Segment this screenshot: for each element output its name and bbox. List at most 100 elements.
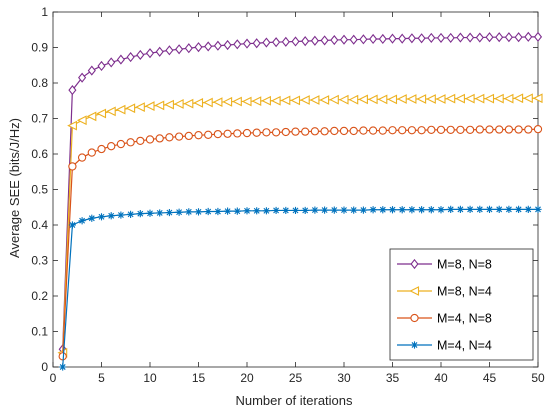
data-point — [339, 126, 349, 136]
data-point — [87, 148, 96, 157]
data-point — [242, 38, 252, 49]
data-point — [534, 205, 542, 213]
data-point — [146, 209, 154, 217]
data-point — [224, 207, 232, 215]
data-point — [387, 94, 398, 105]
data-point — [407, 33, 416, 44]
data-point — [243, 207, 251, 215]
y-tick-label: 0.8 — [31, 76, 48, 90]
data-point — [379, 206, 387, 214]
data-point — [359, 34, 368, 45]
data-point — [301, 36, 310, 47]
data-point — [136, 210, 144, 218]
x-tick-label: 20 — [240, 371, 254, 385]
y-tick-label: 0.9 — [31, 41, 48, 55]
data-point — [233, 39, 242, 50]
data-point — [349, 126, 358, 136]
data-point — [524, 125, 533, 134]
data-point — [466, 32, 475, 43]
data-point — [299, 95, 310, 105]
data-point — [301, 127, 310, 136]
data-point — [456, 32, 465, 43]
data-point — [270, 95, 281, 106]
data-point — [88, 214, 96, 222]
data-point — [396, 94, 407, 104]
data-point — [262, 207, 270, 215]
data-point — [135, 102, 145, 113]
x-tick-label: 35 — [386, 371, 400, 385]
y-tick-label: 0.6 — [31, 147, 48, 161]
data-point — [87, 65, 96, 76]
data-point — [445, 93, 456, 104]
x-tick-label: 10 — [143, 371, 157, 385]
x-axis-title: Number of iterations — [235, 393, 353, 408]
data-point — [202, 97, 213, 108]
legend-label: M=8, N=8 — [437, 258, 492, 272]
data-point — [291, 127, 300, 136]
data-point — [447, 205, 455, 213]
data-point — [78, 217, 86, 225]
data-point — [97, 144, 106, 154]
data-point — [291, 36, 300, 47]
data-point — [524, 31, 533, 42]
data-point — [426, 94, 436, 104]
data-point — [388, 206, 397, 214]
data-point — [156, 209, 164, 217]
data-point — [465, 125, 475, 135]
data-point — [97, 213, 106, 221]
data-point — [321, 206, 329, 214]
data-point — [330, 126, 339, 136]
data-point — [369, 33, 378, 45]
data-point — [495, 205, 503, 213]
data-point — [427, 206, 435, 214]
data-point — [155, 46, 164, 57]
y-tick-label: 0.3 — [31, 254, 48, 268]
y-tick-label: 0.1 — [31, 325, 48, 339]
y-tick-label: 0.7 — [31, 112, 48, 126]
data-point — [78, 72, 87, 83]
data-point — [505, 205, 513, 213]
data-point — [290, 95, 301, 106]
data-point — [173, 99, 184, 109]
data-point — [272, 37, 281, 48]
data-point — [125, 103, 136, 114]
data-point — [185, 208, 193, 216]
data-point — [194, 42, 203, 53]
data-point — [485, 32, 494, 43]
data-point — [311, 206, 319, 214]
data-point — [86, 111, 97, 122]
data-point — [485, 205, 494, 213]
data-point — [272, 206, 280, 215]
x-tick-label: 15 — [192, 371, 206, 385]
data-point — [223, 129, 232, 138]
data-point — [466, 205, 474, 213]
data-point — [495, 32, 504, 43]
data-point — [281, 36, 290, 47]
data-point — [68, 162, 77, 171]
data-point — [262, 128, 271, 137]
legend-item: M=8, N=8 — [397, 258, 492, 272]
data-point — [418, 206, 426, 214]
x-tick-label: 0 — [50, 371, 57, 385]
y-tick-label: 0 — [41, 360, 48, 374]
data-point — [320, 127, 329, 136]
data-point — [515, 205, 523, 213]
data-point — [417, 126, 426, 135]
data-point — [340, 206, 348, 214]
data-point — [378, 126, 387, 135]
data-point — [184, 43, 193, 54]
data-point — [252, 38, 261, 49]
series-3 — [58, 124, 543, 361]
legend-label: M=4, N=8 — [437, 312, 492, 326]
data-point — [476, 205, 484, 213]
data-point — [514, 32, 523, 43]
data-point — [513, 93, 524, 104]
data-point — [339, 34, 349, 45]
data-point — [115, 104, 126, 115]
data-point — [282, 206, 290, 215]
data-point — [398, 126, 407, 135]
series-2 — [57, 93, 543, 358]
series-4 — [59, 205, 542, 371]
data-point — [184, 131, 193, 141]
